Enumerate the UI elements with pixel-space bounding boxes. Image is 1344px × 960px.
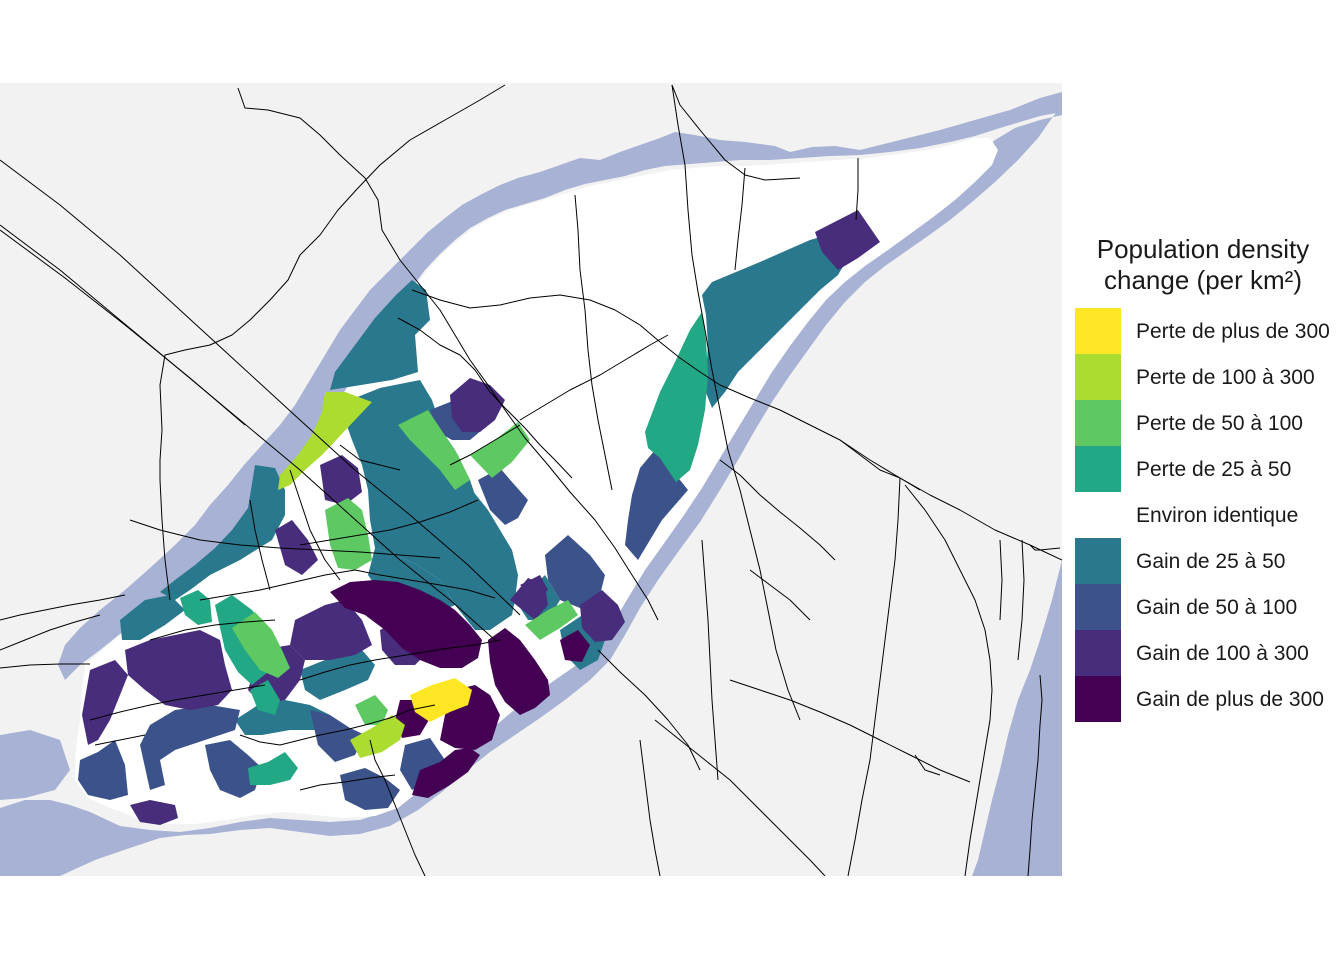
class-loss-100-300 (278, 392, 405, 758)
legend-title: Population density change (per km²) (1096, 234, 1310, 295)
legend-swatch (1075, 446, 1121, 492)
legend-swatch (1075, 630, 1121, 676)
island-lake (0, 730, 70, 800)
legend-items: Perte de plus de 300 Perte de 100 à 300 … (1075, 308, 1344, 722)
legend-item: Gain de 50 à 100 (1075, 584, 1344, 630)
legend-label: Perte de 100 à 300 (1136, 366, 1315, 389)
legend-swatch (1075, 676, 1121, 722)
density-polygons (78, 210, 880, 825)
legend-label: Perte de 25 à 50 (1136, 458, 1292, 481)
legend-label: Gain de 100 à 300 (1136, 642, 1309, 665)
legend-label: Environ identique (1136, 504, 1299, 527)
legend-swatch (1075, 354, 1121, 400)
legend-swatch (1075, 584, 1121, 630)
legend-item: Environ identique (1075, 492, 1344, 538)
legend-swatch (1075, 308, 1121, 354)
legend-item: Gain de 100 à 300 (1075, 630, 1344, 676)
legend-item: Gain de 25 à 50 (1075, 538, 1344, 584)
road-network (0, 84, 1062, 876)
legend-swatch (1075, 400, 1121, 446)
legend-label: Perte de plus de 300 (1136, 320, 1330, 343)
legend-label: Gain de 25 à 50 (1136, 550, 1286, 573)
river-east (972, 560, 1062, 876)
legend-item: Perte de plus de 300 (1075, 308, 1344, 354)
class-loss-300-plus (410, 678, 472, 722)
river-south (0, 95, 1062, 876)
class-gain-300-plus (330, 580, 590, 798)
legend-label: Gain de plus de 300 (1136, 688, 1324, 711)
legend-item: Perte de 100 à 300 (1075, 354, 1344, 400)
legend-item: Perte de 50 à 100 (1075, 400, 1344, 446)
legend-swatch (1075, 538, 1121, 584)
legend-item: Gain de plus de 300 (1075, 676, 1344, 722)
legend: Population density change (per km²) Pert… (1072, 234, 1344, 722)
legend-swatch (1075, 492, 1121, 538)
class-gain-100-300 (82, 210, 880, 825)
map-panel (0, 83, 1062, 876)
legend-label: Gain de 50 à 100 (1136, 596, 1298, 619)
water-layer (0, 92, 1062, 876)
legend-item: Perte de 25 à 50 (1075, 446, 1344, 492)
legend-label: Perte de 50 à 100 (1136, 412, 1303, 435)
map-canvas (0, 84, 1062, 876)
